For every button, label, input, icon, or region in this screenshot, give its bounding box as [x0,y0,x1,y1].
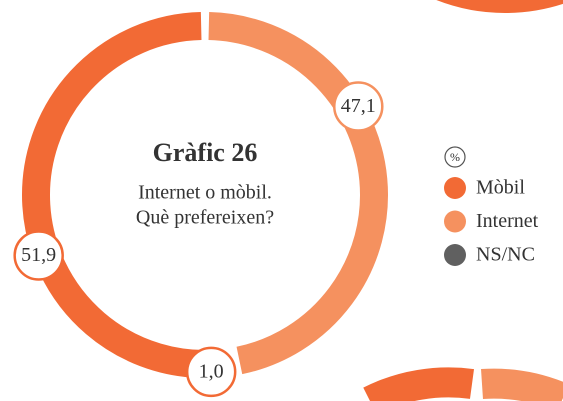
legend-title: % [450,150,460,164]
value-label: 1,0 [199,360,224,382]
value-label-bubble [185,346,237,398]
chart-subtitle: Què prefereixen? [136,207,274,229]
legend-unit-ring [444,146,466,168]
decor-ring [481,368,563,401]
chart-subtitle: Internet o mòbil. [138,182,272,204]
legend-label: Internet [476,210,539,232]
value-label: 47,1 [341,95,376,117]
decor [363,0,563,401]
value-label-bubble [13,230,64,281]
legend-swatch [444,177,466,199]
chart-title: Gràfic 26 [153,138,258,167]
legend-swatch [444,210,466,233]
donut-segment [208,12,388,375]
decor-ring [363,367,475,401]
legend-label: NS/NC [476,244,535,266]
value-label: 51,9 [21,244,56,266]
value-label-bubble [333,81,384,132]
legend-swatch [444,244,466,266]
donut-segment [22,12,223,378]
legend-label: Mòbil [476,177,525,199]
